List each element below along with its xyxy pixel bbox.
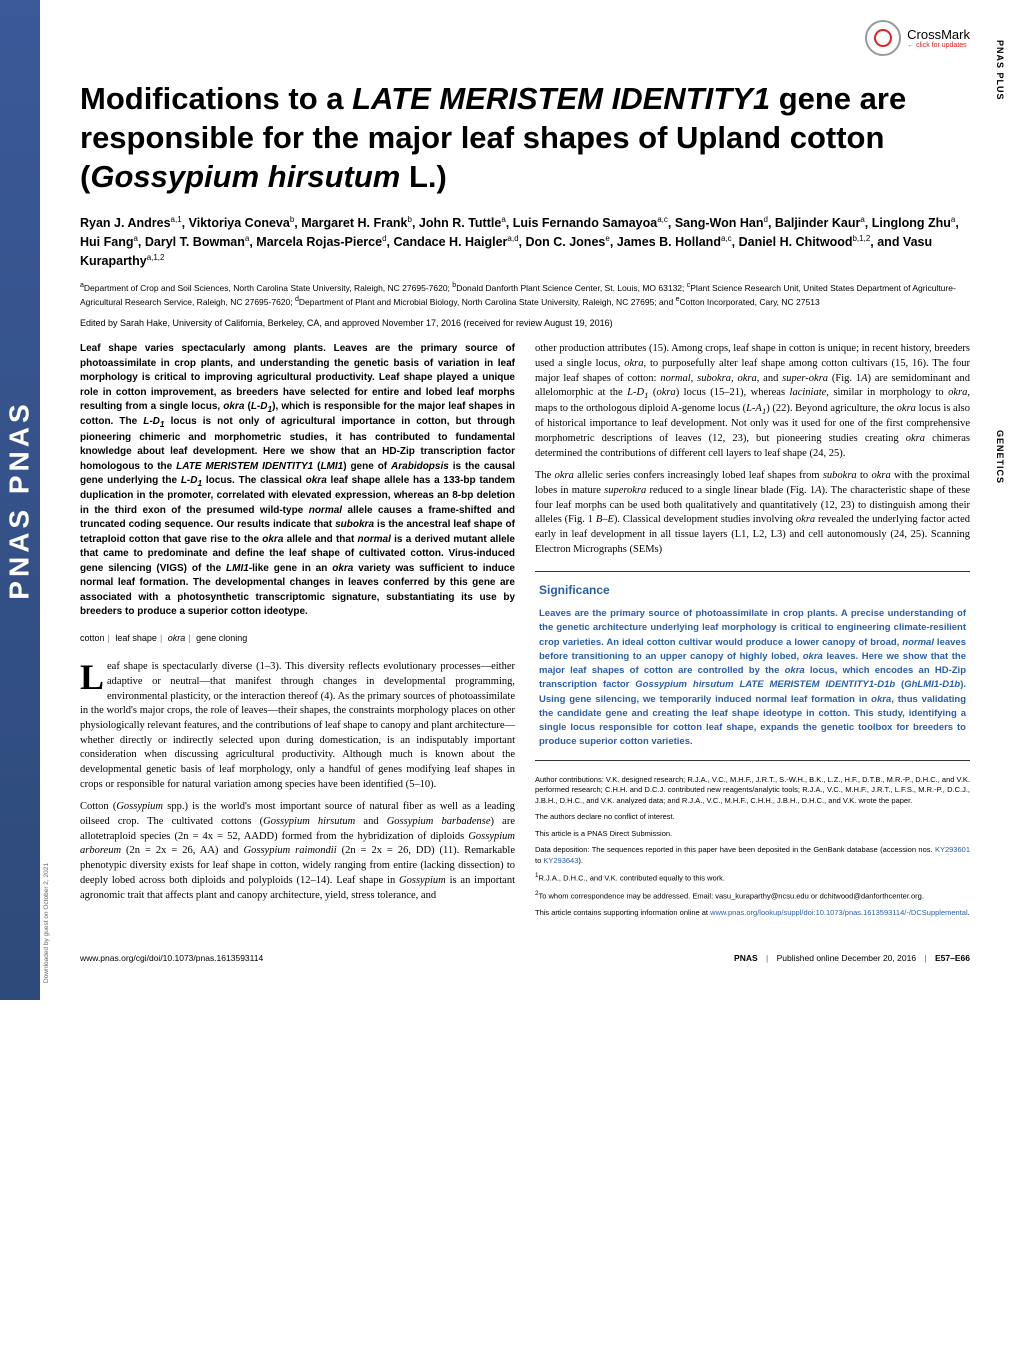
keyword: okra xyxy=(168,633,186,643)
right-column: other production attributes (15). Among … xyxy=(535,342,970,924)
author-contributions-block: Author contributions: V.K. designed rese… xyxy=(535,775,970,919)
body-paragraph: Leaf shape is spectacularly diverse (1–3… xyxy=(80,660,515,792)
author-contrib-line: 2To whom correspondence may be addressed… xyxy=(535,890,970,902)
section-label-genetics: GENETICS xyxy=(995,430,1005,484)
article-title: Modifications to a LATE MERISTEM IDENTIT… xyxy=(80,80,970,196)
crossmark-sub: ← click for updates xyxy=(907,42,970,49)
left-column: Leaf shape varies spectacularly among pl… xyxy=(80,342,515,924)
keywords: cotton| leaf shape| okra| gene cloning xyxy=(80,632,515,645)
author-contrib-line: The authors declare no conflict of inter… xyxy=(535,812,970,823)
author-list: Ryan J. Andresa,1, Viktoriya Conevab, Ma… xyxy=(80,214,970,271)
body-paragraph: Cotton (Gossypium spp.) is the world's m… xyxy=(80,800,515,903)
body-paragraph: other production attributes (15). Among … xyxy=(535,342,970,461)
significance-heading: Significance xyxy=(539,582,966,599)
footer-doi: www.pnas.org/cgi/doi/10.1073/pnas.161359… xyxy=(80,953,263,963)
crossmark-badge[interactable]: CrossMark ← click for updates xyxy=(865,20,970,56)
significance-text: Leaves are the primary source of photoas… xyxy=(539,607,966,750)
keyword: leaf shape xyxy=(115,633,157,643)
significance-box: Significance Leaves are the primary sour… xyxy=(535,571,970,760)
page-footer: www.pnas.org/cgi/doi/10.1073/pnas.161359… xyxy=(80,945,970,963)
body-paragraph: The okra allelic series confers increasi… xyxy=(535,469,970,557)
crossmark-icon xyxy=(865,20,901,56)
edited-by: Edited by Sarah Hake, University of Cali… xyxy=(80,318,970,328)
affiliations: aDepartment of Crop and Soil Sciences, N… xyxy=(80,281,970,308)
downloaded-stamp: Downloaded by guest on October 2, 2021 xyxy=(43,863,50,983)
crossmark-label: CrossMark xyxy=(907,27,970,42)
keyword: gene cloning xyxy=(196,633,247,643)
author-contrib-line: This article is a PNAS Direct Submission… xyxy=(535,829,970,840)
author-contrib-line: Data deposition: The sequences reported … xyxy=(535,845,970,866)
section-label-pnas-plus: PNAS PLUS xyxy=(995,40,1005,101)
author-contrib-line: This article contains supporting informa… xyxy=(535,908,970,919)
author-contrib-line: Author contributions: V.K. designed rese… xyxy=(535,775,970,807)
author-contrib-line: 1R.J.A., D.H.C., and V.K. contributed eq… xyxy=(535,872,970,884)
dropcap: L xyxy=(80,660,107,692)
abstract-text: Leaf shape varies spectacularly among pl… xyxy=(80,342,515,619)
keyword: cotton xyxy=(80,633,105,643)
footer-right: PNAS | Published online December 20, 201… xyxy=(734,953,970,963)
